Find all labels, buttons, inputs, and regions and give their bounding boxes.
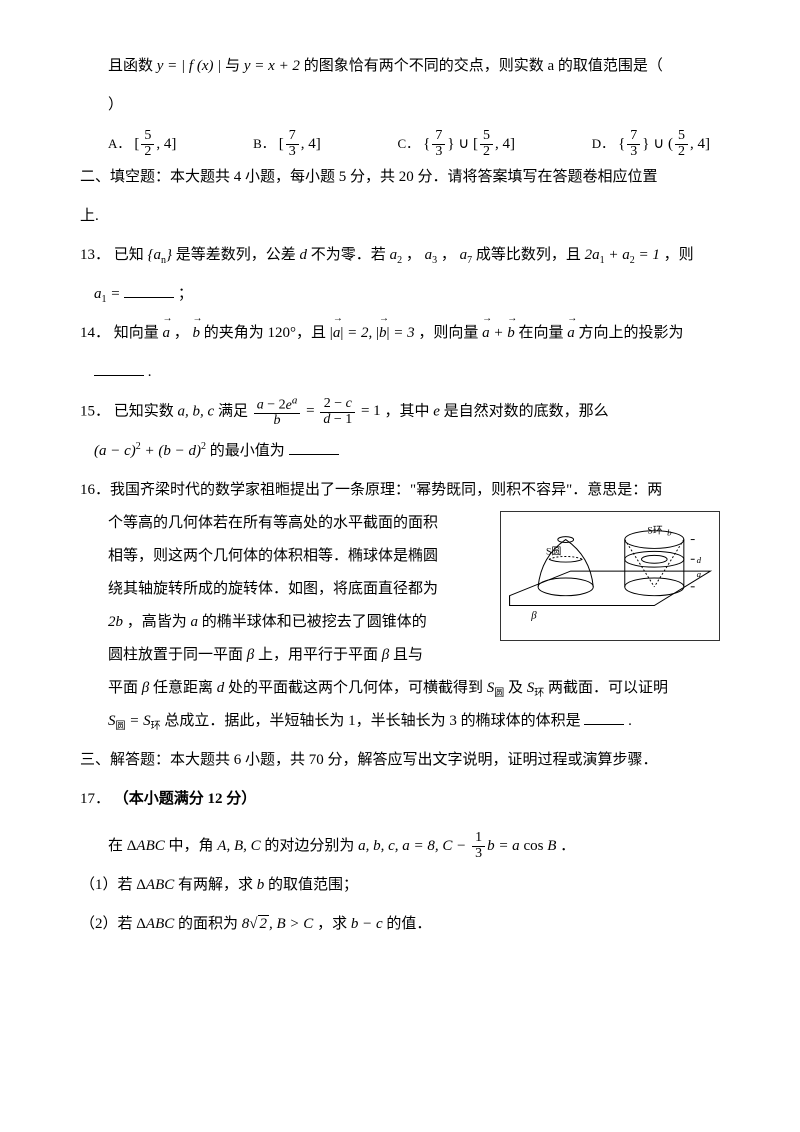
q17-head: 17． （本小题满分 12 分） [80,783,720,816]
q16: 16．我国齐梁时代的数学家祖暅提出了一条原理："幂势既同，则积不容异"．意思是：… [80,474,720,738]
svg-text:d: d [697,555,702,565]
q-top-text-b: 与 [225,58,244,74]
q13-line2: a1 = ； [80,278,720,311]
q15-line2: (a − c)2 + (b − d)2 的最小值为 [80,435,720,468]
section3: 三、解答题：本大题共 6 小题，共 70 分，解答应写出文字说明，证明过程或演算… [80,744,720,777]
q-top-text-a: 且函数 [108,58,157,74]
choice-b-math: [73, 4] [279,128,321,161]
q14-line2: . [80,356,720,389]
q13-num: 13． [80,247,110,263]
q17-body: 在 ΔABC 中，角 A, B, C 的对边分别为 a, b, c, a = 8… [80,830,720,863]
q-top-text-c: 的图象恰有两个不同的交点，则实数 a 的取值范围是（ [304,58,663,74]
blank-15 [289,440,339,455]
q14-line1: 14． 知向量 a ， b 的夹角为 120°，且 |a| = 2, |b| =… [80,317,720,350]
blank-13 [124,283,174,298]
math-yfx: y = | f (x) | [157,58,222,74]
q17-title: （本小题满分 12 分） [114,791,257,807]
math-yx2: y = x + 2 [244,58,300,74]
choice-b: B． [73, 4] [253,128,321,161]
choice-d: D． {73} ∪ (52, 4] [592,128,710,161]
q13-line1: 13． 已知 {an} 是等差数列，公差 d 不为零．若 a2 ， a3 ， a… [80,239,720,272]
q13-seq: {an} [148,247,173,263]
q15-eq: a − 2eab = 2 − cd − 1 = 1 [252,403,385,419]
choice-a: A． [52, 4] [108,128,176,161]
svg-text:b: b [667,528,672,538]
section2-head: 二、填空题： [80,169,170,185]
section2-tail: 本大题共 4 小题，每小题 5 分，共 20 分．请将答案填写在答题卷相应位置 [170,169,658,185]
section2-line2: 上. [80,200,720,233]
q17-p1: （1）若 ΔABC 有两解，求 b 的取值范围； [80,869,720,902]
blank-14 [94,361,144,376]
svg-text:S环: S环 [647,526,662,537]
figure-svg: S圆 S环 b d a β [500,511,720,641]
q14-num: 14． [80,325,110,341]
blank-16 [584,710,624,725]
q15-num: 15． [80,403,110,419]
choice-a-math: [52, 4] [134,128,176,161]
choice-d-math: {73} ∪ (52, 4] [618,128,710,161]
figure-wrap: S圆 S环 b d a β [500,511,720,654]
q17-p2: （2）若 ΔABC 的面积为 8√2, B > C ，求 b − c 的值． [80,908,720,941]
choices-row: A． [52, 4] B． [73, 4] C． {73} ∪ [52, 4] … [80,128,720,161]
choice-c-math: {73} ∪ [52, 4] [423,128,515,161]
svg-text:a: a [697,569,702,579]
svg-text:S圆: S圆 [546,545,561,557]
choice-c: C． {73} ∪ [52, 4] [397,128,515,161]
svg-text:β: β [530,609,537,621]
q16-num: 16． [80,482,110,498]
q15-line1: 15． 已知实数 a, b, c 满足 a − 2eab = 2 − cd − … [80,395,720,429]
q-top-line1: 且函数 y = | f (x) | 与 y = x + 2 的图象恰有两个不同的… [80,50,720,83]
q-top-line2: ） [80,89,720,122]
section2-line1: 二、填空题：本大题共 4 小题，每小题 5 分，共 20 分．请将答案填写在答题… [80,161,720,194]
